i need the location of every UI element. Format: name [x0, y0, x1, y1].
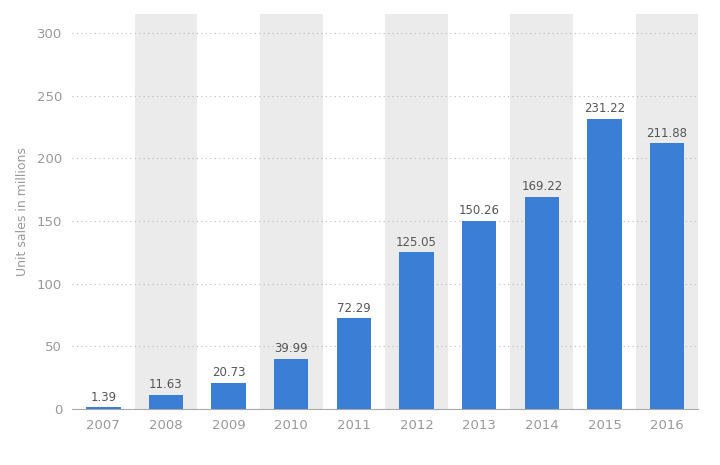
Text: 72.29: 72.29	[337, 302, 371, 315]
Text: 11.63: 11.63	[149, 378, 183, 391]
Bar	[260, 14, 323, 409]
Text: 20.73: 20.73	[212, 366, 246, 379]
Bar	[510, 14, 573, 409]
Text: 169.22: 169.22	[521, 180, 562, 193]
Bar	[650, 143, 684, 409]
Bar	[400, 252, 433, 409]
Text: 150.26: 150.26	[459, 204, 500, 217]
Bar	[149, 395, 183, 409]
Bar	[86, 407, 120, 409]
Bar	[636, 14, 698, 409]
Text: 231.22: 231.22	[584, 102, 625, 115]
Bar	[588, 119, 621, 409]
Bar	[462, 221, 496, 409]
Bar	[135, 14, 197, 409]
Bar	[337, 319, 371, 409]
Text: 1.39: 1.39	[90, 391, 117, 404]
Text: 39.99: 39.99	[274, 342, 308, 355]
Bar	[212, 383, 246, 409]
Text: 211.88: 211.88	[647, 126, 688, 140]
Bar	[385, 14, 448, 409]
Text: 125.05: 125.05	[396, 236, 437, 248]
Y-axis label: Unit sales in millions: Unit sales in millions	[16, 147, 29, 276]
Bar	[274, 359, 308, 409]
Bar	[525, 197, 559, 409]
